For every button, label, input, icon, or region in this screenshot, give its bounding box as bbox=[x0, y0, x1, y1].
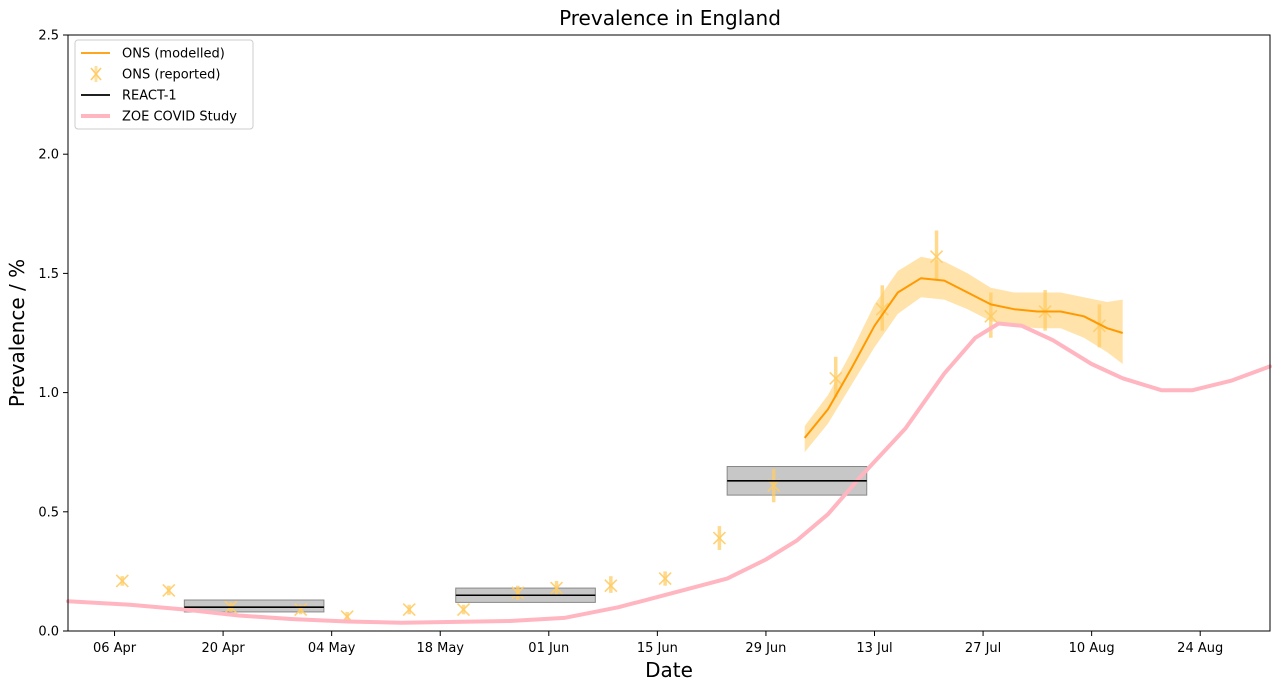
ons-reported-marker-13 bbox=[829, 371, 843, 385]
y-tick-label-1: 0.5 bbox=[38, 505, 59, 520]
legend-label-0: ONS (modelled) bbox=[122, 47, 225, 62]
ons-reported-point-5 bbox=[402, 602, 416, 617]
ons-reported-marker-1 bbox=[162, 583, 176, 598]
x-axis-title: Date bbox=[645, 658, 693, 682]
legend-label-2: REACT-1 bbox=[122, 89, 177, 104]
ons-modelled-line bbox=[803, 277, 1123, 439]
ons-reported-marker-9 bbox=[604, 579, 618, 593]
legend-box bbox=[74, 39, 254, 130]
zoe-covid-study-line bbox=[66, 321, 1272, 625]
x-tick-label-5: 15 Jun bbox=[637, 641, 678, 656]
ons-reported-point-16 bbox=[984, 309, 998, 323]
ons-reported-marker-16 bbox=[984, 309, 998, 323]
ons-reported-point-15 bbox=[929, 250, 944, 264]
react1-band-0 bbox=[183, 599, 325, 613]
ons-reported-marker-15 bbox=[929, 250, 944, 264]
legend-label-3: ZOE COVID Study bbox=[122, 110, 237, 125]
ons-reported-marker-5 bbox=[402, 602, 416, 617]
y-tick-label-4: 2.0 bbox=[38, 148, 59, 163]
ons-reported-marker-3 bbox=[294, 602, 308, 617]
x-tick-label-4: 01 Jun bbox=[528, 641, 569, 656]
ons-reported-marker-10 bbox=[658, 571, 672, 586]
ons-reported-point-3 bbox=[294, 602, 308, 617]
x-axis: 06 Apr 20 Apr 04 May 18 May 01 Jun 15 Jun 29 J… bbox=[93, 631, 1223, 656]
legend-item-1: ONS (reported) bbox=[90, 66, 220, 83]
ons-reported-point-8 bbox=[549, 581, 564, 595]
ons-reported-point-9 bbox=[604, 579, 618, 593]
ons-reported-marker-8 bbox=[549, 581, 564, 595]
ons-reported-marker-11 bbox=[712, 531, 726, 545]
legend-label-1: ONS (reported) bbox=[122, 68, 220, 83]
ons-reported-point-0 bbox=[115, 574, 129, 588]
ons-reported-point-10 bbox=[658, 571, 672, 586]
y-tick-label-5: 2.5 bbox=[38, 29, 59, 44]
legend-item-3: ZOE COVID Study bbox=[81, 110, 237, 125]
legend: ONS (modelled) ONS (reported) REACT-1 ZOE C… bbox=[74, 39, 254, 130]
plot-area bbox=[66, 230, 1272, 625]
legend-item-0: ONS (modelled) bbox=[81, 47, 225, 62]
y-axis: 0.0 0.5 1.0 1.5 2.0 2.5 bbox=[38, 29, 68, 640]
x-tick-label-9: 10 Aug bbox=[1069, 641, 1115, 656]
ons-reported-marker-14 bbox=[875, 302, 889, 316]
ons-reported-point-14 bbox=[875, 302, 889, 316]
ons-modelled-band bbox=[804, 256, 1123, 453]
x-tick-label-7: 13 Jul bbox=[856, 641, 892, 656]
plot-frame bbox=[67, 34, 1271, 632]
y-tick-label-3: 1.5 bbox=[38, 267, 59, 282]
y-tick-label-2: 1.0 bbox=[38, 386, 59, 401]
x-tick-label-0: 06 Apr bbox=[93, 641, 137, 656]
ons-reported-point-7 bbox=[511, 586, 525, 600]
ons-reported-point-1 bbox=[162, 583, 176, 598]
ons-reported-marker-0 bbox=[115, 574, 129, 588]
x-tick-label-10: 24 Aug bbox=[1177, 641, 1223, 656]
y-axis-title: Prevalence / % bbox=[5, 259, 29, 407]
ons-reported-marker-6 bbox=[456, 602, 471, 617]
x-tick-label-6: 29 Jun bbox=[745, 641, 786, 656]
ons-reported-point-13 bbox=[829, 371, 843, 385]
ons-reported-point-6 bbox=[456, 602, 471, 617]
legend-item-2: REACT-1 bbox=[81, 89, 177, 104]
x-tick-label-1: 20 Apr bbox=[202, 641, 246, 656]
ons-reported-point-11 bbox=[712, 531, 726, 545]
chart-title: Prevalence in England bbox=[559, 6, 781, 30]
x-tick-label-3: 18 May bbox=[416, 641, 464, 656]
ons-reported-marker-7 bbox=[511, 586, 525, 600]
y-tick-label-0: 0.0 bbox=[38, 625, 59, 640]
x-tick-label-8: 27 Jul bbox=[965, 641, 1001, 656]
x-tick-label-2: 04 May bbox=[308, 641, 356, 656]
